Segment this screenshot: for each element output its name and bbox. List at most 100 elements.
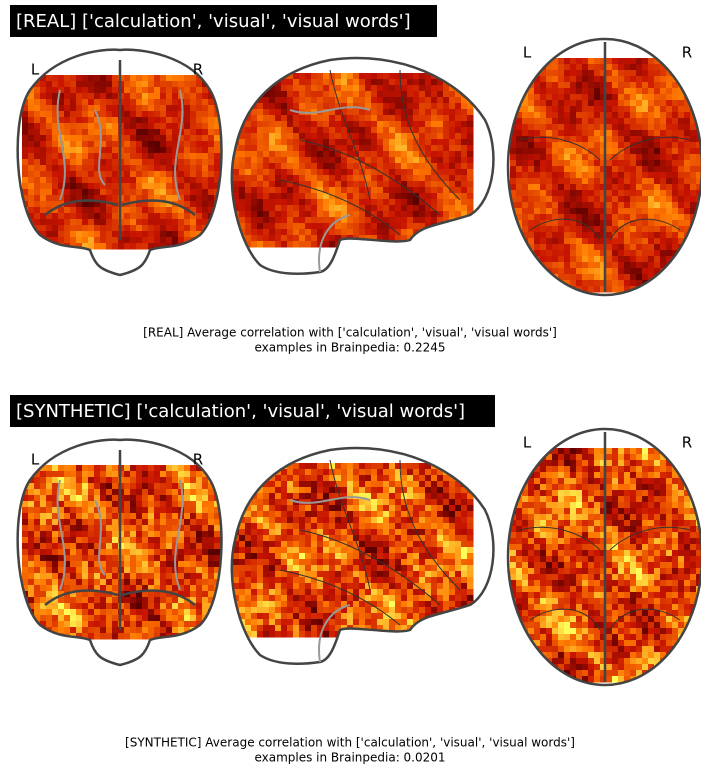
heat-cell xyxy=(377,481,384,488)
heat-cell xyxy=(136,183,143,190)
heat-cell xyxy=(112,147,119,154)
heat-cell xyxy=(76,177,83,184)
heat-cell xyxy=(257,547,264,554)
heat-cell xyxy=(64,477,71,484)
heat-cell xyxy=(353,115,360,122)
heat-cell xyxy=(534,58,541,65)
heat-cell xyxy=(70,627,77,634)
heat-cell xyxy=(154,93,161,100)
heat-cell xyxy=(528,274,535,281)
heat-cell xyxy=(70,489,77,496)
heat-cell xyxy=(58,75,65,82)
heat-cell xyxy=(172,597,179,604)
heat-cell xyxy=(52,81,59,88)
heat-cell xyxy=(618,100,625,107)
heat-cell xyxy=(528,208,535,215)
heat-cell xyxy=(395,133,402,140)
heat-cell xyxy=(202,135,209,142)
heat-cell xyxy=(606,184,613,191)
heat-cell xyxy=(552,106,559,113)
heat-cell xyxy=(70,483,77,490)
heat-cell xyxy=(251,205,258,212)
heat-cell xyxy=(154,147,161,154)
heat-cell xyxy=(76,519,83,526)
heat-cell xyxy=(112,99,119,106)
heat-cell xyxy=(148,591,155,598)
heat-cell xyxy=(172,465,179,472)
heat-cell xyxy=(594,208,601,215)
heat-cell xyxy=(564,106,571,113)
heat-cell xyxy=(257,175,264,182)
heat-cell xyxy=(323,529,330,536)
heat-cell xyxy=(407,139,414,146)
heat-cell xyxy=(329,205,336,212)
heat-cell xyxy=(76,165,83,172)
heat-cell xyxy=(546,94,553,101)
heat-cell xyxy=(239,535,246,542)
heat-cell xyxy=(666,166,673,173)
heat-cell xyxy=(269,487,276,494)
heat-cell xyxy=(142,477,149,484)
heat-cell xyxy=(311,151,318,158)
heat-cell xyxy=(690,82,697,89)
heat-cell xyxy=(654,226,661,233)
heat-cell xyxy=(299,121,306,128)
heat-cell xyxy=(281,199,288,206)
heat-cell xyxy=(588,160,595,167)
heat-cell xyxy=(281,133,288,140)
heat-cell xyxy=(606,64,613,71)
heat-cell xyxy=(239,547,246,554)
heat-cell xyxy=(341,229,348,236)
heat-cell xyxy=(690,232,697,239)
heat-cell xyxy=(142,507,149,514)
heat-cell xyxy=(257,475,264,482)
heat-cell xyxy=(510,184,517,191)
heat-cell xyxy=(46,573,53,580)
heat-cell xyxy=(317,517,324,524)
heat-cell xyxy=(76,147,83,154)
heat-cell xyxy=(46,489,53,496)
heat-cell xyxy=(190,243,197,250)
heat-cell xyxy=(245,73,252,80)
heat-cell xyxy=(166,471,173,478)
heat-cell xyxy=(534,100,541,107)
heat-cell xyxy=(371,205,378,212)
heat-cell xyxy=(365,85,372,92)
heat-cell xyxy=(269,523,276,530)
heat-cell xyxy=(383,493,390,500)
heat-cell xyxy=(516,250,523,257)
heat-cell xyxy=(618,166,625,173)
heat-cell xyxy=(558,58,565,65)
heat-cell xyxy=(582,160,589,167)
heat-cell xyxy=(588,208,595,215)
heat-cell xyxy=(522,286,529,293)
heat-cell xyxy=(154,183,161,190)
heat-cell xyxy=(160,609,167,616)
heat-cell xyxy=(184,213,191,220)
heat-cell xyxy=(353,97,360,104)
heat-cell xyxy=(34,237,41,244)
heat-cell xyxy=(654,124,661,131)
heat-cell xyxy=(281,487,288,494)
heat-cell xyxy=(64,135,71,142)
heat-cell xyxy=(371,151,378,158)
heat-cell xyxy=(106,213,113,220)
heat-cell xyxy=(425,487,432,494)
heat-cell xyxy=(160,189,167,196)
heat-cell xyxy=(233,475,240,482)
heat-cell xyxy=(263,145,270,152)
heat-cell xyxy=(130,177,137,184)
heat-cell xyxy=(624,154,631,161)
heat-cell xyxy=(148,561,155,568)
heat-cell xyxy=(88,87,95,94)
heat-cell xyxy=(534,88,541,95)
heat-cell xyxy=(263,199,270,206)
heat-cell xyxy=(106,171,113,178)
heat-cell xyxy=(419,187,426,194)
heat-cell xyxy=(76,111,83,118)
heat-cell xyxy=(377,151,384,158)
heat-cell xyxy=(395,103,402,110)
heat-cell xyxy=(690,280,697,287)
heat-cell xyxy=(413,241,420,248)
heat-cell xyxy=(196,579,203,586)
